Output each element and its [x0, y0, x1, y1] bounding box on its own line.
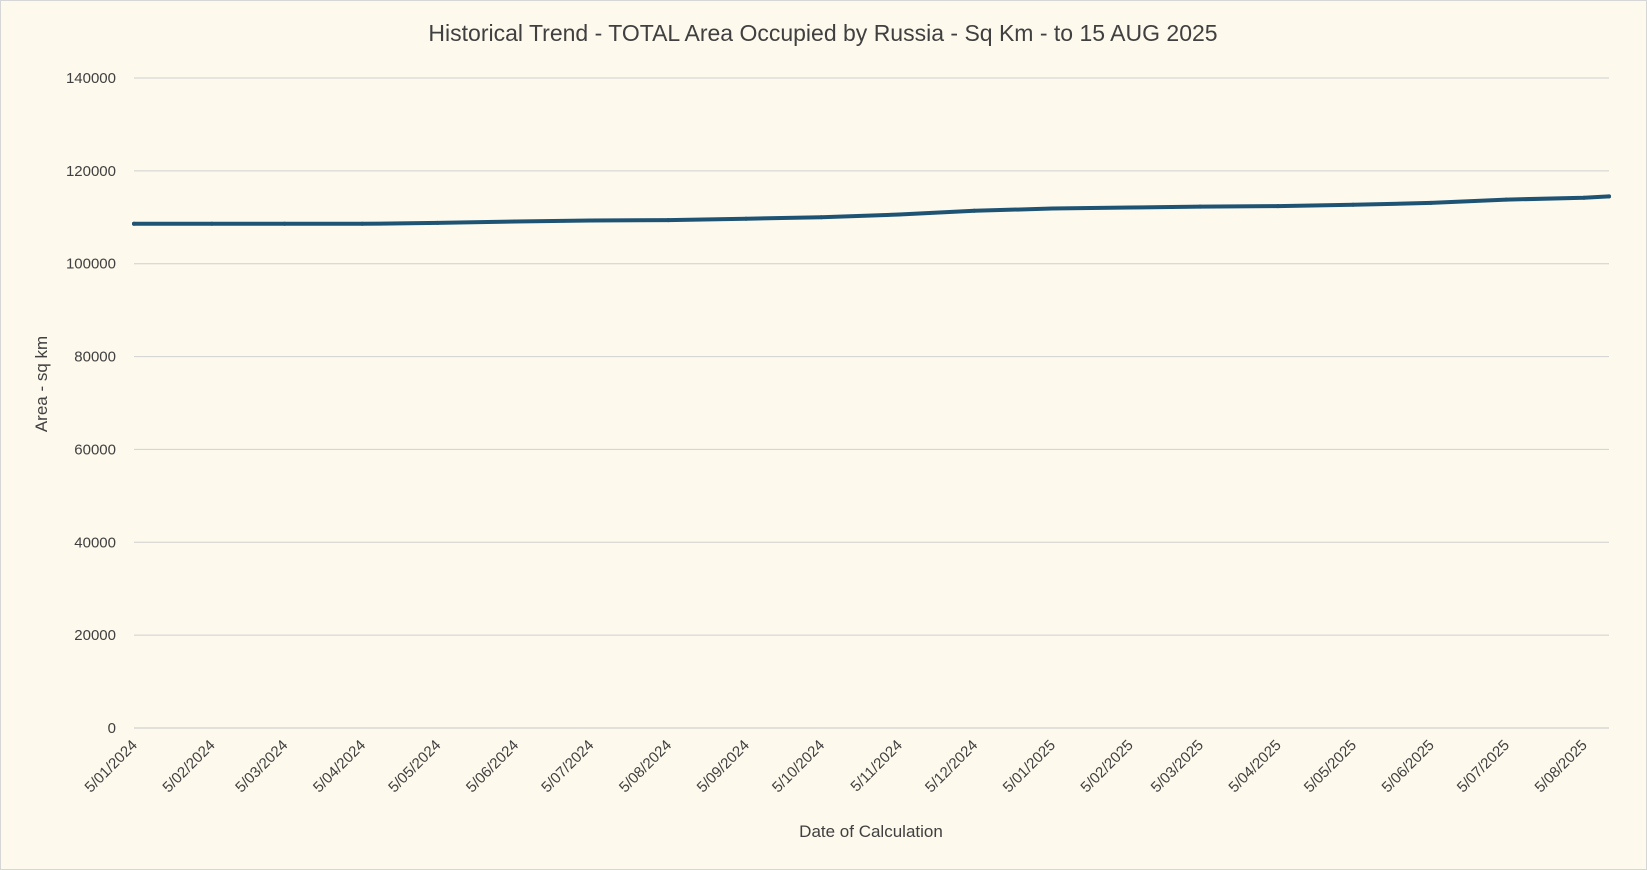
x-tick-label: 5/03/2025	[1148, 737, 1207, 796]
data-point	[666, 218, 671, 223]
data-point	[282, 221, 287, 226]
y-tick-label: 20000	[74, 627, 116, 644]
series-group	[132, 194, 1611, 226]
data-point	[588, 218, 593, 223]
y-tick-label: 120000	[66, 163, 116, 180]
data-point	[435, 220, 440, 225]
x-tick-label: 5/09/2024	[694, 737, 753, 796]
data-point	[819, 215, 824, 220]
data-point	[1607, 194, 1611, 199]
x-tick-label: 5/07/2025	[1454, 737, 1513, 796]
data-point	[1351, 202, 1356, 207]
x-tick-label: 5/02/2024	[159, 737, 218, 796]
y-axis-title: Area - sq km	[32, 336, 51, 432]
x-tick-label: 5/06/2025	[1379, 737, 1438, 796]
data-point	[132, 221, 136, 226]
data-point	[1198, 204, 1203, 209]
x-tick-label: 5/07/2024	[538, 737, 597, 796]
x-tick-label: 5/05/2025	[1301, 737, 1360, 796]
x-tick-label: 5/12/2024	[922, 737, 981, 796]
y-tick-label: 140000	[66, 70, 116, 87]
data-point	[360, 221, 365, 226]
x-tick-label: 5/04/2025	[1225, 737, 1284, 796]
x-tick-label: 5/02/2025	[1077, 737, 1136, 796]
x-tick-label: 5/05/2024	[385, 737, 444, 796]
y-tick-label: 0	[108, 720, 116, 737]
y-tick-label: 100000	[66, 256, 116, 273]
data-point	[1504, 197, 1509, 202]
y-tick-label: 80000	[74, 349, 116, 366]
x-axis-ticks: 5/01/2024 5/02/2024 5/03/2024 5/04/2024 5/05…	[82, 737, 1591, 796]
x-tick-label: 5/08/2024	[616, 737, 675, 796]
chart-title: Historical Trend - TOTAL Area Occupied b…	[428, 20, 1217, 46]
x-tick-label: 5/04/2024	[310, 737, 369, 796]
data-point	[1581, 195, 1586, 200]
gridlines	[134, 77, 1609, 729]
x-tick-label: 5/11/2024	[847, 737, 905, 795]
data-point	[1275, 204, 1280, 209]
data-point	[1050, 206, 1055, 211]
x-axis-title: Date of Calculation	[799, 822, 943, 841]
data-point	[513, 219, 518, 224]
x-tick-label: 5/01/2024	[82, 737, 141, 796]
data-point	[1127, 205, 1132, 210]
series-line	[132, 194, 1611, 226]
data-point	[744, 216, 749, 221]
x-tick-label: 5/08/2025	[1532, 737, 1591, 796]
data-point	[972, 208, 977, 213]
y-axis-ticks: 0 20000 40000 60000 80000 100000 120000 140000	[66, 70, 116, 737]
y-tick-label: 60000	[74, 441, 116, 458]
x-tick-label: 5/01/2025	[1000, 737, 1059, 796]
x-tick-label: 5/03/2024	[232, 737, 291, 796]
data-point	[897, 212, 902, 217]
data-point	[1428, 200, 1433, 205]
y-tick-label: 40000	[74, 534, 116, 551]
data-point	[209, 221, 214, 226]
x-tick-label: 5/10/2024	[769, 737, 828, 796]
x-tick-label: 5/06/2024	[463, 737, 522, 796]
